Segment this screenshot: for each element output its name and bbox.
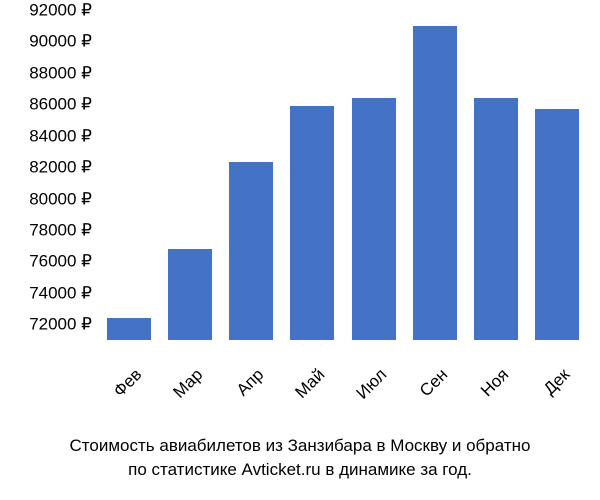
x-axis: ФевМарАпрМайИюлСенНояДек — [98, 348, 588, 408]
bar — [229, 162, 273, 340]
x-tick-label: Май — [280, 365, 329, 414]
y-tick-label: 82000 ₽ — [0, 159, 92, 176]
x-tick-label: Сен — [402, 365, 451, 414]
bar — [474, 98, 518, 340]
x-tick-label: Дек — [525, 365, 574, 414]
bar — [107, 318, 151, 340]
y-tick-label: 88000 ₽ — [0, 64, 92, 81]
y-tick-label: 78000 ₽ — [0, 222, 92, 239]
x-tick-label: Ноя — [464, 365, 513, 414]
y-tick-label: 76000 ₽ — [0, 253, 92, 270]
x-tick-label: Фев — [96, 365, 145, 414]
y-tick-label: 74000 ₽ — [0, 284, 92, 301]
y-tick-label: 80000 ₽ — [0, 190, 92, 207]
y-tick-label: 92000 ₽ — [0, 2, 92, 19]
caption-line-1: Стоимость авиабилетов из Занзибара в Мос… — [70, 436, 531, 455]
bar — [535, 109, 579, 340]
bar — [352, 98, 396, 340]
y-axis: 72000 ₽ 74000 ₽ 76000 ₽ 78000 ₽ 80000 ₽ 82000… — [0, 10, 92, 340]
x-tick-label: Апр — [219, 365, 268, 414]
plot-area — [98, 10, 588, 340]
caption-line-2: по статистике Avticket.ru в динамике за … — [128, 460, 472, 479]
bar — [168, 249, 212, 340]
chart-caption: Стоимость авиабилетов из Занзибара в Мос… — [0, 434, 600, 482]
x-tick-label: Июл — [341, 365, 390, 414]
chart-container: 72000 ₽ 74000 ₽ 76000 ₽ 78000 ₽ 80000 ₽ 82000… — [0, 0, 600, 430]
y-tick-label: 90000 ₽ — [0, 33, 92, 50]
bar — [290, 106, 334, 340]
x-tick-label: Мар — [157, 365, 206, 414]
y-tick-label: 72000 ₽ — [0, 316, 92, 333]
bar — [413, 26, 457, 340]
y-tick-label: 86000 ₽ — [0, 96, 92, 113]
y-tick-label: 84000 ₽ — [0, 127, 92, 144]
